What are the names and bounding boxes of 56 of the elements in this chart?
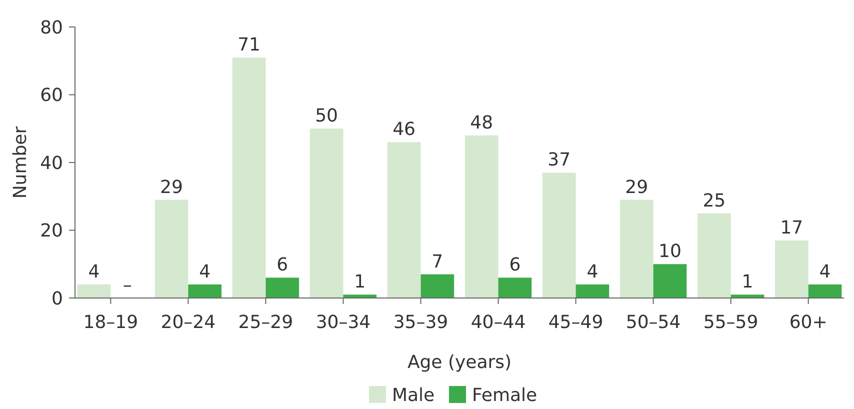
bar [620, 200, 654, 298]
x-tick-label: 18–19 [83, 312, 138, 333]
data-label: 50 [315, 106, 338, 127]
bar [420, 274, 454, 298]
y-tick-label: 80 [40, 17, 63, 38]
y-tick-label: 40 [40, 152, 63, 174]
bar [266, 278, 300, 298]
data-label: 10 [658, 241, 682, 262]
data-label: 25 [702, 190, 726, 212]
x-tick-label: 35–39 [393, 312, 448, 333]
legend-label: Female [472, 385, 538, 406]
bar [775, 240, 808, 298]
bar [154, 200, 188, 298]
data-label: 37 [548, 150, 571, 171]
data-label: 29 [625, 176, 648, 198]
bar [77, 284, 111, 298]
data-label: 46 [392, 119, 416, 140]
data-label: 7 [432, 251, 444, 272]
bar [232, 57, 266, 298]
data-label: 48 [470, 112, 494, 134]
bar [542, 172, 576, 298]
data-label: 1 [354, 272, 366, 293]
bar [310, 128, 344, 298]
text: – [122, 275, 132, 296]
y-tick-label: 20 [40, 220, 63, 242]
x-tick-label: 25–29 [238, 312, 294, 333]
data-label: 4 [88, 261, 100, 282]
bar [188, 284, 222, 298]
legend-label: Male [392, 385, 435, 406]
data-label: 6 [509, 254, 521, 276]
x-tick-label: 60+ [789, 312, 828, 333]
x-tick-label: 45–49 [548, 312, 604, 333]
bar [576, 284, 610, 298]
bar [808, 284, 842, 298]
data-label: 29 [160, 176, 183, 198]
x-tick-label: 50–54 [626, 312, 681, 333]
x-axis-title: Age (years) [407, 352, 512, 373]
y-axis-title: Number [10, 126, 31, 199]
data-label: 4 [819, 261, 831, 282]
data-label: 17 [780, 217, 804, 238]
bar [387, 142, 421, 298]
x-tick-label: 20–24 [160, 312, 216, 333]
bar [498, 278, 532, 298]
bar [653, 264, 687, 298]
data-label: 4 [199, 261, 211, 282]
x-tick-label: 40–44 [470, 312, 526, 333]
bar [464, 135, 498, 298]
data-label: 1 [742, 272, 754, 293]
y-tick-label: 0 [52, 288, 63, 310]
data-label: 4 [586, 261, 598, 282]
data-label: 6 [276, 254, 288, 276]
data-label: 71 [238, 34, 260, 56]
y-tick-label: 60 [40, 85, 63, 106]
x-tick-label: 55–59 [703, 312, 758, 333]
bar [697, 213, 731, 298]
x-tick-label: 30–34 [316, 312, 371, 333]
